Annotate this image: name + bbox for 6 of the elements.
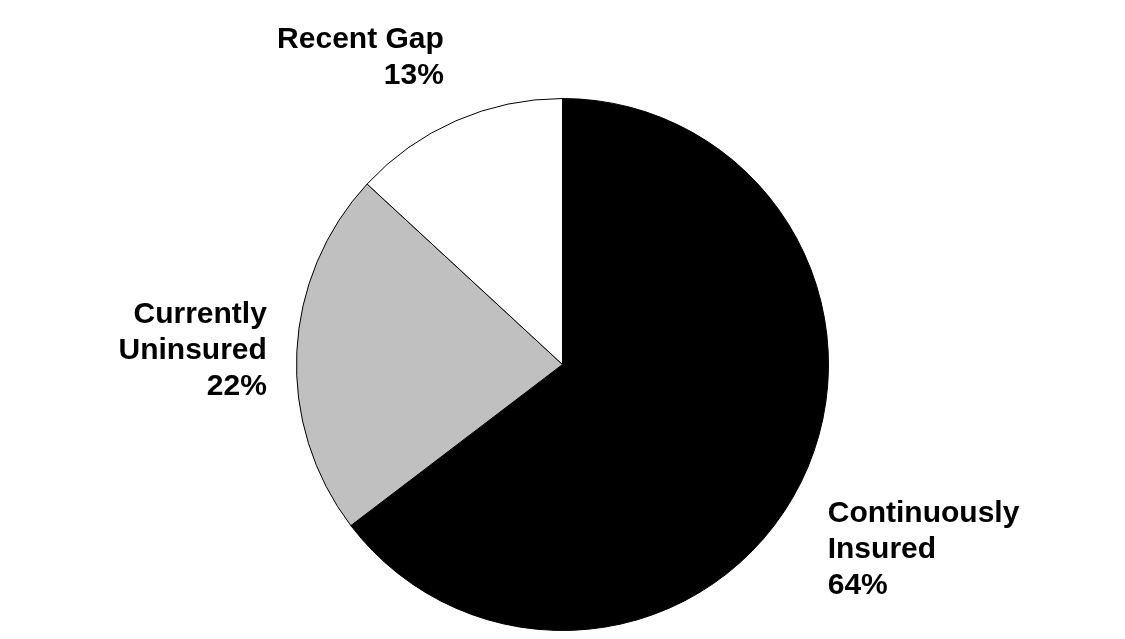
data-label: 13% <box>383 56 444 90</box>
slice-label: Continuously Insured <box>827 495 1020 565</box>
slice-label: Recent Gap <box>277 20 444 54</box>
slice-label: Currently Uninsured <box>118 295 268 365</box>
data-label: 64% <box>827 567 888 601</box>
data-label: 22% <box>206 367 267 401</box>
